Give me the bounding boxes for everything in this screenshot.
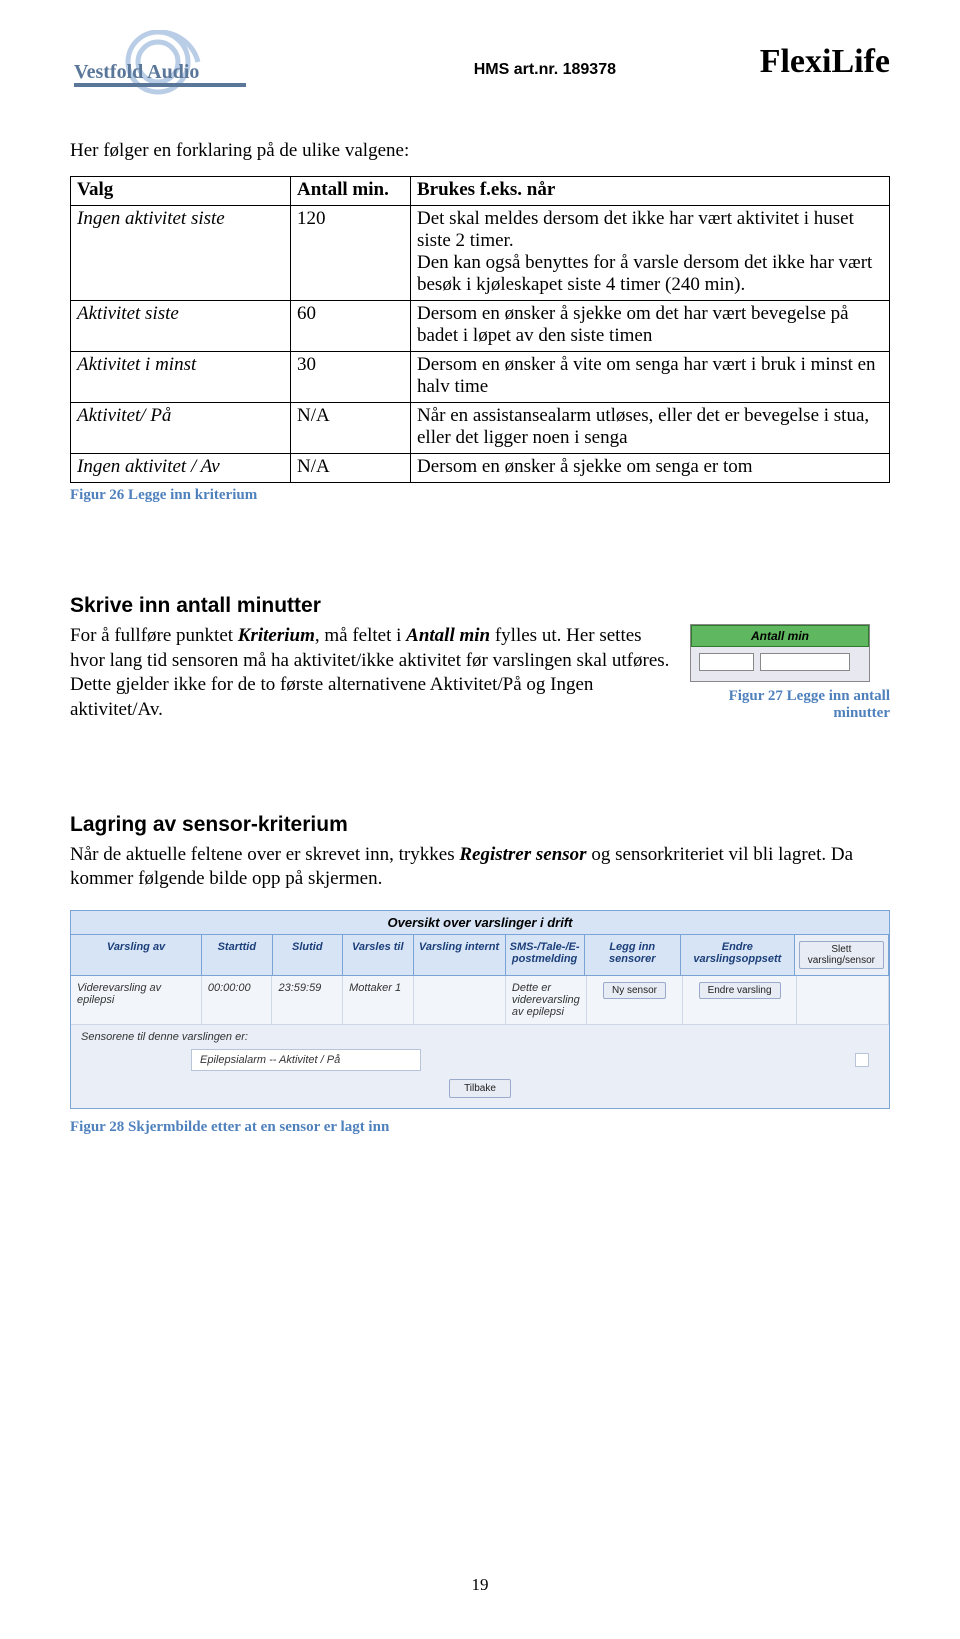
ov-th: Slutid: [273, 935, 343, 976]
kriterium-em: Kriterium: [238, 625, 315, 646]
ov-cell: Mottaker 1: [343, 976, 414, 1025]
overview-sub: Sensorene til denne varslingen er: Epile…: [70, 1025, 890, 1109]
def-cell: Aktivitet siste: [71, 301, 291, 352]
def-cell: 120: [291, 206, 411, 301]
heading-lagring: Lagring av sensor-kriterium: [70, 813, 890, 837]
lagring-body: Når de aktuelle feltene over er skrevet …: [70, 843, 890, 892]
product-name: FlexiLife: [760, 43, 890, 81]
def-cell: Det skal meldes dersom det ikke har vært…: [411, 206, 890, 301]
hms-artnr: HMS art.nr. 189378: [474, 61, 616, 79]
def-cell: Dersom en ønsker å vite om senga har vær…: [411, 352, 890, 403]
def-cell: Dersom en ønsker å sjekke om det har vær…: [411, 301, 890, 352]
overview-sub-label: Sensorene til denne varslingen er:: [81, 1031, 879, 1043]
ov-th: Varsling av: [71, 935, 202, 976]
lagring-text: Når de aktuelle feltene over er skrevet …: [70, 844, 459, 865]
slett-varsling-button[interactable]: Slett varsling/sensor: [799, 941, 884, 969]
tilbake-button[interactable]: Tilbake: [449, 1079, 511, 1098]
figure-caption-27: Figur 27 Legge inn antall minutter: [690, 688, 890, 722]
ov-th: Varsles til: [343, 935, 413, 976]
def-th-antall: Antall min.: [291, 177, 411, 206]
page-number: 19: [0, 1575, 960, 1595]
table-row: Aktivitet siste 60 Dersom en ønsker å sj…: [71, 301, 890, 352]
def-cell: Aktivitet/ På: [71, 403, 291, 454]
heading-skrive: Skrive inn antall minutter: [70, 594, 890, 618]
def-cell: 30: [291, 352, 411, 403]
registrer-em: Registrer sensor: [459, 844, 586, 865]
ov-cell: Dette er viderevarsling av epilepsi: [506, 976, 587, 1025]
ov-cell-btn: Ny sensor: [587, 976, 683, 1025]
antall-input-2[interactable]: [760, 653, 850, 671]
overview-screenshot: Oversikt over varslinger i drift Varslin…: [70, 910, 890, 1109]
ov-th-actions: Slett varsling/sensor: [795, 935, 889, 976]
table-row: Aktivitet i minst 30 Dersom en ønsker å …: [71, 352, 890, 403]
overview-data-row: Viderevarsling av epilepsi 00:00:00 23:5…: [70, 976, 890, 1025]
ov-th: SMS-/Tale-/E-postmelding: [506, 935, 585, 976]
table-row: Ingen aktivitet siste 120 Det skal melde…: [71, 206, 890, 301]
def-cell: Ingen aktivitet siste: [71, 206, 291, 301]
ov-th: Starttid: [202, 935, 272, 976]
ny-sensor-button[interactable]: Ny sensor: [603, 982, 666, 999]
ov-cell: Viderevarsling av epilepsi: [71, 976, 202, 1025]
table-row: Aktivitet/ På N/A Når en assistansealarm…: [71, 403, 890, 454]
page-header: Vestfold Audio HMS art.nr. 189378 FlexiL…: [70, 30, 890, 100]
skrive-body: For å fullføre punktet Kriterium, må fel…: [70, 624, 670, 723]
def-cell: Dersom en ønsker å sjekke om senga er to…: [411, 454, 890, 483]
ov-cell: 00:00:00: [202, 976, 273, 1025]
overview-title: Oversikt over varslinger i drift: [70, 910, 890, 935]
skrive-text: , må feltet i: [315, 625, 406, 646]
antall-min-widget: Antall min: [690, 624, 870, 682]
def-cell: N/A: [291, 454, 411, 483]
def-th-valg: Valg: [71, 177, 291, 206]
antall-widget-header: Antall min: [691, 625, 869, 647]
antall-em: Antall min: [406, 625, 490, 646]
antall-input-1[interactable]: [699, 653, 754, 671]
endre-varsling-button[interactable]: Endre varsling: [699, 982, 781, 999]
figure-caption-26: Figur 26 Legge inn kriterium: [70, 487, 890, 504]
sensor-entry: Epilepsialarm -- Aktivitet / På: [191, 1049, 421, 1071]
def-th-brukes: Brukes f.eks. når: [411, 177, 890, 206]
sensor-checkbox[interactable]: [855, 1053, 869, 1067]
brand-logo: Vestfold Audio: [70, 30, 270, 100]
ov-th: Legg inn sensorer: [585, 935, 681, 976]
def-cell: Når en assistansealarm utløses, eller de…: [411, 403, 890, 454]
skrive-text: For å fullføre punktet: [70, 625, 238, 646]
def-cell: N/A: [291, 403, 411, 454]
ov-cell-empty: [797, 976, 889, 1025]
figure-caption-28: Figur 28 Skjermbilde etter at en sensor …: [70, 1119, 890, 1136]
ov-th: Endre varslingsoppsett: [681, 935, 795, 976]
overview-header-row: Varsling av Starttid Slutid Varsles til …: [70, 935, 890, 976]
ov-cell: 23:59:59: [272, 976, 343, 1025]
brand-text: Vestfold Audio: [74, 61, 199, 83]
definition-table: Valg Antall min. Brukes f.eks. når Ingen…: [70, 176, 890, 483]
ov-cell: [414, 976, 506, 1025]
def-cell: Aktivitet i minst: [71, 352, 291, 403]
def-cell: Ingen aktivitet / Av: [71, 454, 291, 483]
intro-text: Her følger en forklaring på de ulike val…: [70, 140, 890, 162]
ov-th: Varsling internt: [414, 935, 506, 976]
table-row: Ingen aktivitet / Av N/A Dersom en ønske…: [71, 454, 890, 483]
def-cell: 60: [291, 301, 411, 352]
ov-cell-btn: Endre varsling: [683, 976, 797, 1025]
